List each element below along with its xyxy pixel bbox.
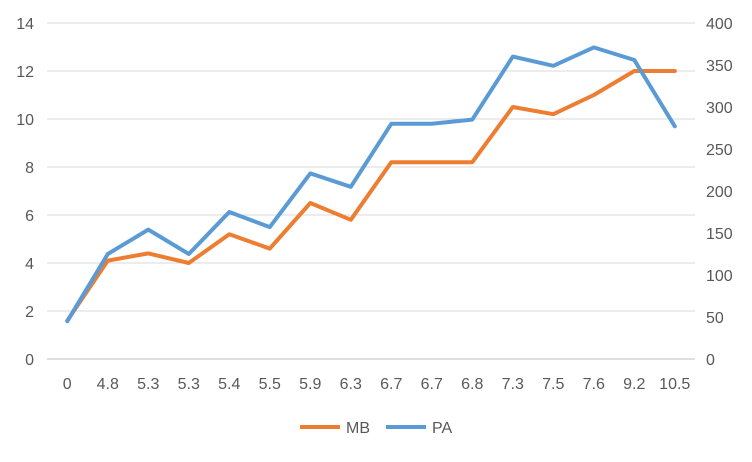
left-tick-label: 0 — [25, 352, 34, 369]
right-tick-label: 100 — [706, 268, 733, 285]
series-line-mb — [65, 69, 677, 323]
legend-label-pa: PA — [432, 420, 452, 437]
right-tick-label: 200 — [706, 184, 733, 201]
legend: MB PA — [300, 420, 452, 437]
x-tick-label: 5.5 — [259, 376, 281, 393]
left-y-axis: 0 2 4 6 8 10 12 14 — [16, 16, 34, 369]
x-tick-label: 6.3 — [340, 376, 362, 393]
x-tick-label: 6.7 — [421, 376, 443, 393]
x-tick-label: 6.7 — [380, 376, 402, 393]
x-tick-label: 7.3 — [502, 376, 524, 393]
series-line-pa — [65, 45, 677, 324]
right-tick-label: 250 — [706, 142, 733, 159]
right-tick-label: 150 — [706, 226, 733, 243]
right-y-axis: 0 50 100 150 200 250 300 350 400 — [706, 16, 733, 369]
left-tick-label: 4 — [25, 256, 34, 273]
x-tick-label: 5.4 — [218, 376, 240, 393]
x-tick-label: 5.9 — [299, 376, 321, 393]
right-tick-label: 50 — [706, 310, 724, 327]
x-tick-label: 5.3 — [137, 376, 159, 393]
left-tick-label: 8 — [25, 160, 34, 177]
x-tick-label: 9.2 — [623, 376, 645, 393]
x-tick-label: 7.6 — [583, 376, 605, 393]
left-tick-label: 2 — [25, 304, 34, 321]
x-tick-label: 5.3 — [178, 376, 200, 393]
gridlines — [47, 22, 695, 360]
legend-label-mb: MB — [346, 420, 370, 437]
left-tick-label: 14 — [16, 16, 34, 33]
left-tick-label: 6 — [25, 208, 34, 225]
x-tick-label: 10.5 — [659, 376, 690, 393]
series-lines — [65, 45, 677, 324]
x-tick-label: 7.5 — [542, 376, 564, 393]
x-tick-label: 4.8 — [97, 376, 119, 393]
right-tick-label: 300 — [706, 100, 733, 117]
left-tick-label: 10 — [16, 112, 34, 129]
x-tick-label: 6.8 — [461, 376, 483, 393]
right-tick-label: 0 — [706, 352, 715, 369]
right-tick-label: 400 — [706, 16, 733, 33]
x-axis: 0 4.8 5.3 5.3 5.4 5.5 5.9 6.3 6.7 6.7 6.8 7.3 7.5 7.6… — [63, 376, 691, 393]
x-tick-label: 0 — [63, 376, 72, 393]
right-tick-label: 350 — [706, 58, 733, 75]
left-tick-label: 12 — [16, 64, 34, 81]
